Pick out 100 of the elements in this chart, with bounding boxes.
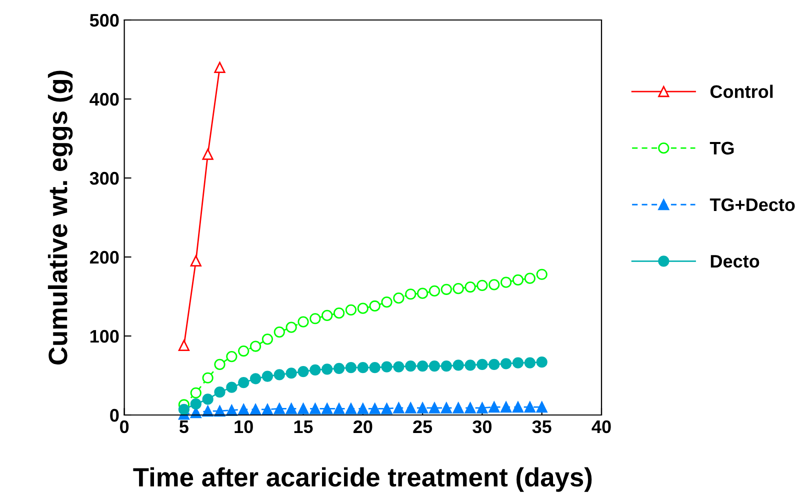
point <box>405 288 416 300</box>
point <box>476 280 488 291</box>
point <box>405 360 416 372</box>
point <box>345 403 357 414</box>
point <box>381 403 392 414</box>
point <box>238 345 250 357</box>
point <box>500 276 512 288</box>
point <box>536 356 548 368</box>
point <box>488 358 500 370</box>
legend-label: Control <box>710 84 773 98</box>
point <box>464 360 476 371</box>
x-axis-title: Time after acaricide treatment (days) <box>133 467 592 492</box>
point <box>464 402 476 414</box>
point <box>345 362 357 374</box>
y-tick-label: 300 <box>90 172 119 185</box>
point <box>322 310 333 322</box>
point <box>381 361 392 372</box>
point <box>333 308 345 319</box>
point <box>440 360 452 372</box>
legend-label: TG <box>710 142 734 155</box>
point <box>476 402 488 414</box>
y-tick-label: 500 <box>90 14 119 27</box>
point <box>369 300 380 312</box>
point <box>440 284 452 295</box>
point <box>428 402 440 414</box>
point <box>178 340 190 352</box>
point <box>417 288 428 299</box>
point <box>310 364 321 376</box>
point <box>512 402 524 413</box>
point <box>214 386 226 398</box>
legend-label: Decto <box>710 255 760 268</box>
point <box>202 372 214 384</box>
point <box>488 279 500 290</box>
point <box>214 358 226 370</box>
point <box>452 360 464 371</box>
point <box>428 360 440 372</box>
point <box>500 358 512 370</box>
point <box>190 398 202 410</box>
point <box>262 404 274 416</box>
point <box>190 387 202 398</box>
point <box>333 403 345 414</box>
x-tick-label: 5 <box>179 420 188 434</box>
point <box>202 148 214 160</box>
point <box>298 403 309 414</box>
point <box>262 370 274 382</box>
point <box>488 402 500 413</box>
point <box>428 285 440 297</box>
x-tick-label: 40 <box>592 420 611 434</box>
point <box>393 361 404 372</box>
point <box>298 316 309 328</box>
point <box>369 403 380 414</box>
point <box>274 326 285 338</box>
point <box>417 402 428 414</box>
point <box>452 283 464 294</box>
x-tick-label: 30 <box>472 420 492 434</box>
x-tick-label: 10 <box>234 420 253 434</box>
y-tick-label: 0 <box>110 408 119 422</box>
point <box>512 357 524 368</box>
y-tick-label: 200 <box>90 250 119 264</box>
x-tick-label: 25 <box>413 420 432 434</box>
point <box>536 402 548 413</box>
point <box>357 302 368 314</box>
point <box>357 403 368 414</box>
point <box>417 360 428 372</box>
point <box>464 281 476 293</box>
point <box>298 366 309 378</box>
point <box>381 296 392 308</box>
point <box>333 362 345 374</box>
point <box>310 313 321 324</box>
point <box>214 62 226 73</box>
point <box>238 404 250 416</box>
point <box>512 274 524 286</box>
point <box>250 373 262 384</box>
y-tick-label: 100 <box>90 330 119 343</box>
point <box>250 340 262 352</box>
x-tick-label: 35 <box>532 420 552 434</box>
point <box>476 358 488 370</box>
x-tick-label: 0 <box>120 420 129 434</box>
y-tick-label: 400 <box>90 92 119 106</box>
point <box>536 268 548 280</box>
point <box>262 334 274 345</box>
point <box>524 357 536 368</box>
point <box>226 404 238 416</box>
point <box>345 304 357 316</box>
point <box>405 402 416 414</box>
point <box>238 377 250 388</box>
point <box>322 403 333 414</box>
point <box>452 402 464 414</box>
point <box>322 364 333 375</box>
point <box>274 403 285 414</box>
point <box>274 369 285 380</box>
point <box>286 368 297 379</box>
point <box>393 292 404 304</box>
point <box>357 362 368 374</box>
x-tick-label: 15 <box>294 420 313 434</box>
point <box>524 402 536 413</box>
point <box>524 272 536 284</box>
point <box>178 404 190 416</box>
point <box>369 362 380 374</box>
point <box>190 255 202 267</box>
